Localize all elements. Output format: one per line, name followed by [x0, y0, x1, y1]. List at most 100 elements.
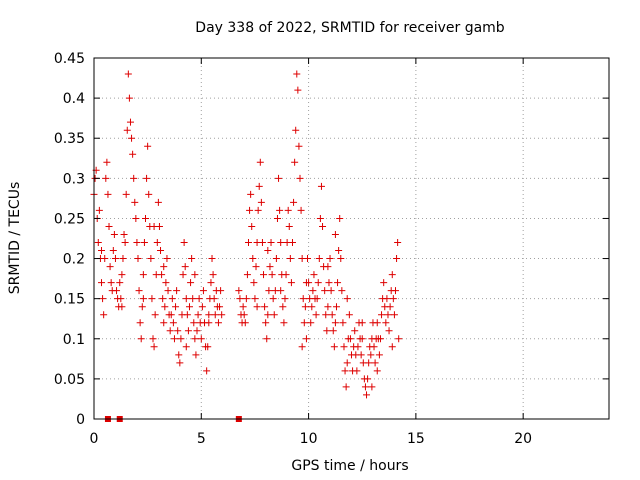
data-point [337, 255, 345, 263]
data-point [384, 311, 392, 319]
data-point [267, 239, 275, 247]
data-point [319, 222, 327, 230]
data-point [214, 319, 222, 327]
data-point [240, 311, 248, 319]
data-point [205, 311, 213, 319]
data-point [305, 279, 313, 287]
data-point [312, 311, 320, 319]
data-point [203, 367, 211, 375]
data-point [181, 263, 189, 271]
data-point [193, 327, 201, 335]
data-point [269, 295, 277, 303]
data-point [296, 174, 304, 182]
data-point [150, 222, 158, 230]
data-point [162, 279, 170, 287]
data-point [136, 319, 144, 327]
data-point [345, 311, 353, 319]
data-point [147, 255, 155, 263]
data-point [205, 319, 213, 327]
data-point [326, 255, 334, 263]
data-point [380, 279, 388, 287]
y-tick-label: 0.05 [54, 372, 85, 388]
data-point [182, 295, 190, 303]
data-point [247, 190, 255, 198]
y-axis-label: SRMTID / TECUs [7, 182, 23, 295]
data-point [270, 311, 278, 319]
data-point [332, 303, 340, 311]
data-point [140, 239, 148, 247]
data-point [334, 279, 342, 287]
data-point [109, 247, 117, 255]
data-point [323, 327, 331, 335]
data-point [163, 255, 171, 263]
data-point [390, 311, 398, 319]
data-point [166, 327, 174, 335]
data-point [313, 295, 321, 303]
data-point [189, 295, 197, 303]
data-point [119, 255, 127, 263]
data-point [208, 255, 216, 263]
data-point [273, 214, 281, 222]
y-tick-label: 0.25 [54, 211, 85, 227]
data-point [388, 271, 396, 279]
y-tick-label: 0 [76, 412, 85, 428]
data-point [98, 279, 106, 287]
data-point [288, 239, 296, 247]
grid [94, 58, 609, 419]
data-point [264, 311, 272, 319]
data-point [190, 319, 198, 327]
data-point [116, 279, 124, 287]
data-point [260, 271, 268, 279]
data-point [188, 255, 196, 263]
data-point [159, 295, 167, 303]
data-point [103, 158, 111, 166]
data-point [386, 303, 394, 311]
data-point [160, 319, 168, 327]
data-point [148, 295, 156, 303]
data-point [250, 279, 258, 287]
data-point [281, 295, 289, 303]
data-point [204, 343, 212, 351]
data-point [139, 271, 147, 279]
data-point [157, 247, 165, 255]
data-point [143, 174, 151, 182]
data-point [121, 239, 129, 247]
data-point [151, 311, 159, 319]
data-point [180, 239, 188, 247]
data-point [343, 359, 351, 367]
data-point [340, 343, 348, 351]
x-tick-label: 5 [197, 431, 206, 447]
data-point [124, 70, 132, 78]
data-point [317, 182, 325, 190]
data-point [253, 303, 261, 311]
chart-title: Day 338 of 2022, SRMTID for receiver gam… [195, 20, 505, 36]
data-point [138, 303, 146, 311]
data-point [275, 174, 283, 182]
data-point [338, 287, 346, 295]
x-tick-label: 15 [407, 431, 425, 447]
data-point [391, 287, 399, 295]
data-point [331, 319, 339, 327]
data-point [324, 263, 332, 271]
y-tick-label: 0.35 [54, 131, 85, 147]
data-point [325, 279, 333, 287]
data-point [102, 174, 110, 182]
data-point [118, 271, 126, 279]
data-point [301, 303, 309, 311]
data-point [199, 287, 207, 295]
data-point [346, 335, 354, 343]
data-point [364, 375, 372, 383]
data-point [216, 303, 224, 311]
data-point [150, 343, 158, 351]
data-point [176, 359, 184, 367]
data-point [299, 295, 307, 303]
data-point [371, 359, 379, 367]
data-point [99, 295, 107, 303]
y-axis-ticks: 0 0.05 0.1 0.15 0.2 0.25 0.3 0.35 0.4 0.45 [54, 51, 609, 428]
data-point [287, 279, 295, 287]
data-point [265, 287, 273, 295]
data-point [300, 319, 308, 327]
data-point [307, 319, 315, 327]
